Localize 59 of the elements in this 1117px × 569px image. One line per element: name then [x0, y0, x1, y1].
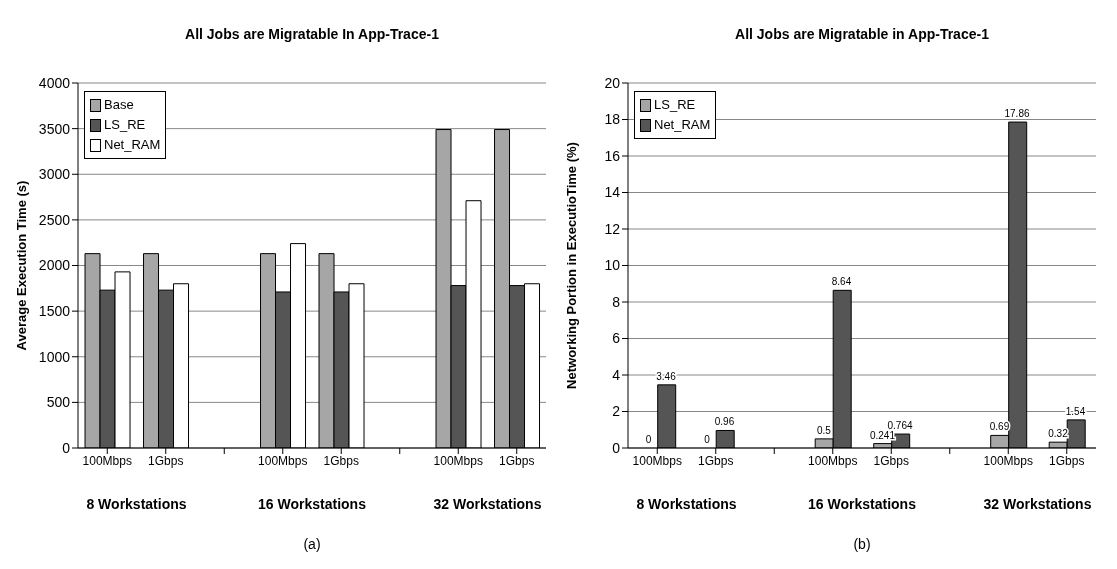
x-tick-label: 1Gbps: [499, 453, 535, 468]
y-tick-label: 6: [612, 330, 621, 347]
data-label: 0.5: [817, 424, 832, 436]
legend-label: LS_RE: [104, 116, 146, 134]
chart-title: All Jobs are Migratable In App-Trace-1: [184, 26, 440, 42]
x-tick-label: 1Gbps: [873, 453, 909, 468]
x-tick-label: 100Mbps: [433, 453, 483, 468]
x-tick-label: 1Gbps: [148, 453, 184, 468]
text: 8 Workstations: [85, 496, 188, 512]
y-tick-label: 0: [62, 439, 71, 456]
x-tick-label: 100Mbps: [808, 453, 858, 468]
x-tick-label: 1Gbps: [698, 453, 734, 468]
text: 8 Workstations: [635, 496, 738, 512]
x-tick-label: 1Gbps: [1049, 453, 1085, 468]
x-tick-label: 100Mbps: [632, 453, 682, 468]
y-axis-title: Networking Portion in ExecutioTime (%): [563, 142, 579, 389]
y-tick-label: 2000: [38, 257, 71, 274]
y-tick-label: 20: [604, 74, 621, 91]
y-tick-label: 2500: [38, 211, 71, 228]
legend-label: Net_RAM: [654, 116, 711, 134]
chart-title: All Jobs are Migratable in App-Trace-1: [734, 26, 990, 42]
text: 16 Workstations: [807, 496, 917, 512]
x-tick-label: 1Gbps: [323, 453, 359, 468]
y-tick-label: 18: [604, 111, 621, 128]
y-tick-label: 16: [604, 147, 621, 164]
legend-label: LS_RE: [654, 96, 696, 114]
y-tick-label: 4000: [38, 74, 71, 91]
x-tick-label: 100Mbps: [983, 453, 1033, 468]
data-label: 0: [645, 434, 652, 445]
y-tick-label: 4: [612, 366, 621, 383]
y-tick-label: 10: [604, 257, 621, 274]
x-tick-label: 100Mbps: [82, 453, 132, 468]
data-label: 0: [704, 434, 711, 445]
text: (a): [302, 536, 322, 552]
y-tick-label: 3000: [38, 166, 71, 183]
text: 32 Workstations: [432, 496, 543, 512]
x-tick-label: 100Mbps: [258, 453, 308, 468]
data-label: 0.764: [887, 420, 913, 432]
legend-label: Net_RAM: [104, 136, 161, 154]
text: 32 Workstations: [982, 496, 1093, 512]
y-tick-label: 2: [612, 403, 621, 420]
data-label: 0.96: [714, 416, 735, 428]
data-label: 8.64: [831, 276, 852, 288]
y-tick-label: 3500: [38, 120, 71, 137]
legend-label: Base: [104, 96, 134, 114]
y-tick-label: 12: [604, 220, 621, 237]
y-tick-label: 1000: [38, 348, 71, 365]
data-label: 3.46: [656, 370, 677, 382]
data-label: 17.86: [1004, 108, 1030, 120]
data-label: 1.54: [1065, 405, 1086, 417]
y-tick-label: 8: [612, 293, 621, 310]
y-axis-title: Average Execution Time (s): [13, 180, 29, 351]
y-tick-label: 14: [604, 184, 621, 201]
y-tick-label: 500: [46, 394, 71, 411]
y-tick-label: 0: [612, 439, 621, 456]
data-label: 0.241: [869, 429, 896, 441]
text: (b): [852, 536, 872, 552]
y-tick-label: 1500: [38, 303, 71, 320]
text: 16 Workstations: [257, 496, 367, 512]
